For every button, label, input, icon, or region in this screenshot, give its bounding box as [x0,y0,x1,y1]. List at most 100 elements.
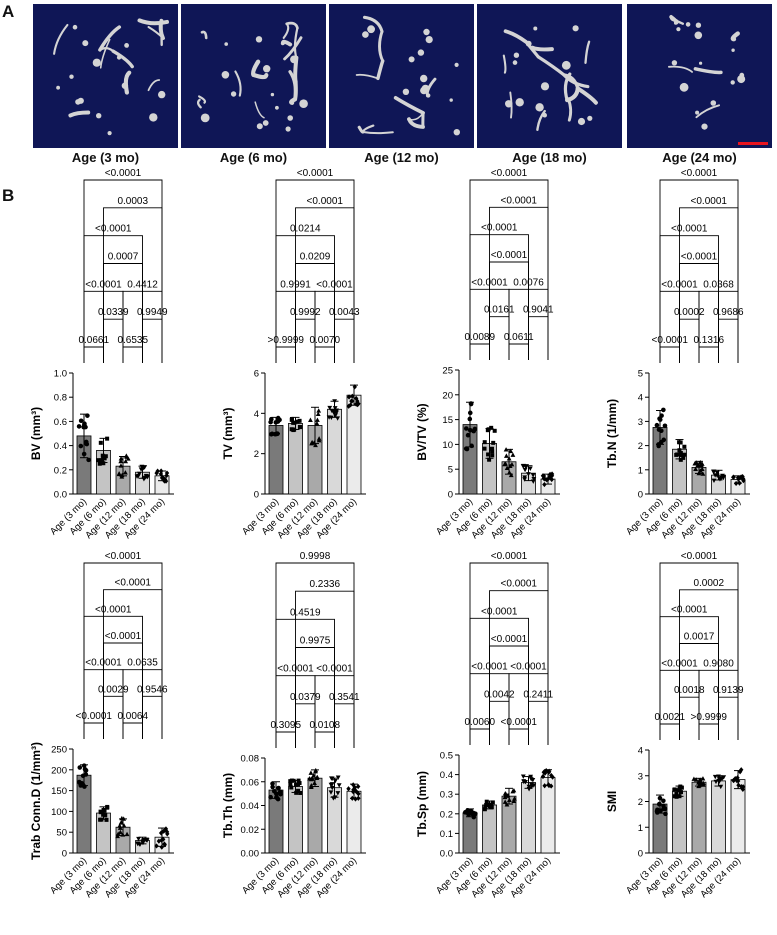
data-point [164,829,170,835]
p-value-label: <0.0001 [691,196,728,207]
data-point [505,792,511,798]
data-point [733,480,739,487]
data-point [81,451,87,457]
y-tick-label: 0 [254,490,259,501]
y-axis-label: Tb.Th (mm) [221,773,235,838]
significance-bracket [83,722,104,739]
data-point [103,813,108,818]
p-value-label: 0.2411 [523,689,553,700]
data-point [313,769,318,774]
significance-bracket [275,346,296,363]
data-point [467,410,473,416]
data-point [482,446,487,451]
data-point [335,416,341,421]
data-point [117,825,123,830]
data-point [550,774,555,780]
data-point [526,787,532,792]
data-point [482,807,487,812]
data-point [118,456,124,461]
significance-bracket [469,562,549,745]
data-point [101,461,106,466]
data-point [530,473,536,478]
data-point [115,833,120,839]
p-value-label: 0.6535 [117,335,148,346]
data-point [298,425,303,430]
data-point [159,837,164,843]
data-point [120,832,126,837]
data-point [735,775,740,781]
y-tick-label: 5 [448,465,453,476]
data-point [139,464,145,470]
trabecular-network [355,15,460,136]
y-tick-label: 0.2 [54,465,67,476]
data-point [546,769,551,775]
data-point [121,823,127,828]
data-point [696,782,702,788]
data-point [298,790,303,795]
data-point [530,777,536,783]
p-value-label: <0.0001 [491,168,528,179]
microct-scan-3mo [33,4,178,148]
data-point [97,461,102,466]
data-point [159,844,164,850]
data-point [510,788,516,794]
y-tick-label: 4 [638,393,643,404]
p-value-label: <0.0001 [307,196,344,207]
data-point [487,457,492,462]
data-point [490,800,495,805]
y-tick-label: 0.06 [241,777,260,788]
y-tick-label: 1 [638,823,643,834]
data-point [489,425,494,430]
data-point [161,828,166,834]
data-point [700,780,706,786]
p-value-label: 0.3541 [329,692,360,703]
data-point [308,776,314,782]
y-tick-label: 0 [638,849,643,860]
data-point [482,440,487,445]
chart-6: 0.00.10.20.30.40.5Tb.Sp (mm)Age (3 mo)Ag… [415,551,560,900]
y-tick-label: 5 [638,369,643,380]
y-tick-label: 0.3 [440,790,453,801]
p-value-label: <0.0001 [105,168,142,179]
p-value-label: 0.0017 [684,632,715,643]
data-point [118,458,124,464]
scan-label-24mo: Age (24 mo) [662,150,737,165]
data-point [696,470,702,476]
data-point [162,476,168,482]
y-tick-label: 100 [51,807,67,818]
data-point [336,783,342,788]
significance-bracket [83,346,104,363]
data-point [523,780,528,785]
data-point [511,798,517,804]
y-tick-label: 0.6 [54,417,67,428]
p-value-label: <0.0001 [681,168,718,179]
data-point [140,840,146,846]
data-point [714,470,720,476]
data-point [542,783,547,789]
p-value-label: <0.0001 [481,223,518,234]
data-point [488,802,493,807]
data-point [76,424,82,429]
data-point [346,394,352,400]
data-point [541,769,547,775]
data-point [311,773,316,778]
data-point [356,791,361,797]
data-point [105,436,110,441]
data-point [463,426,469,431]
scan-label-6mo: Age (6 mo) [219,150,288,165]
microct-scan-18mo [477,4,622,148]
data-point [699,461,705,466]
data-point [502,799,508,804]
p-value-label: 0.4519 [290,607,321,618]
data-point [274,431,279,437]
bar [540,777,556,854]
data-point [713,779,719,785]
data-point [329,408,335,414]
p-value-label: 0.9975 [300,636,331,647]
data-point [268,794,273,800]
data-point [136,836,141,842]
data-point [329,776,334,781]
y-tick-label: 0 [62,849,67,860]
y-tick-label: 0.04 [241,801,260,812]
